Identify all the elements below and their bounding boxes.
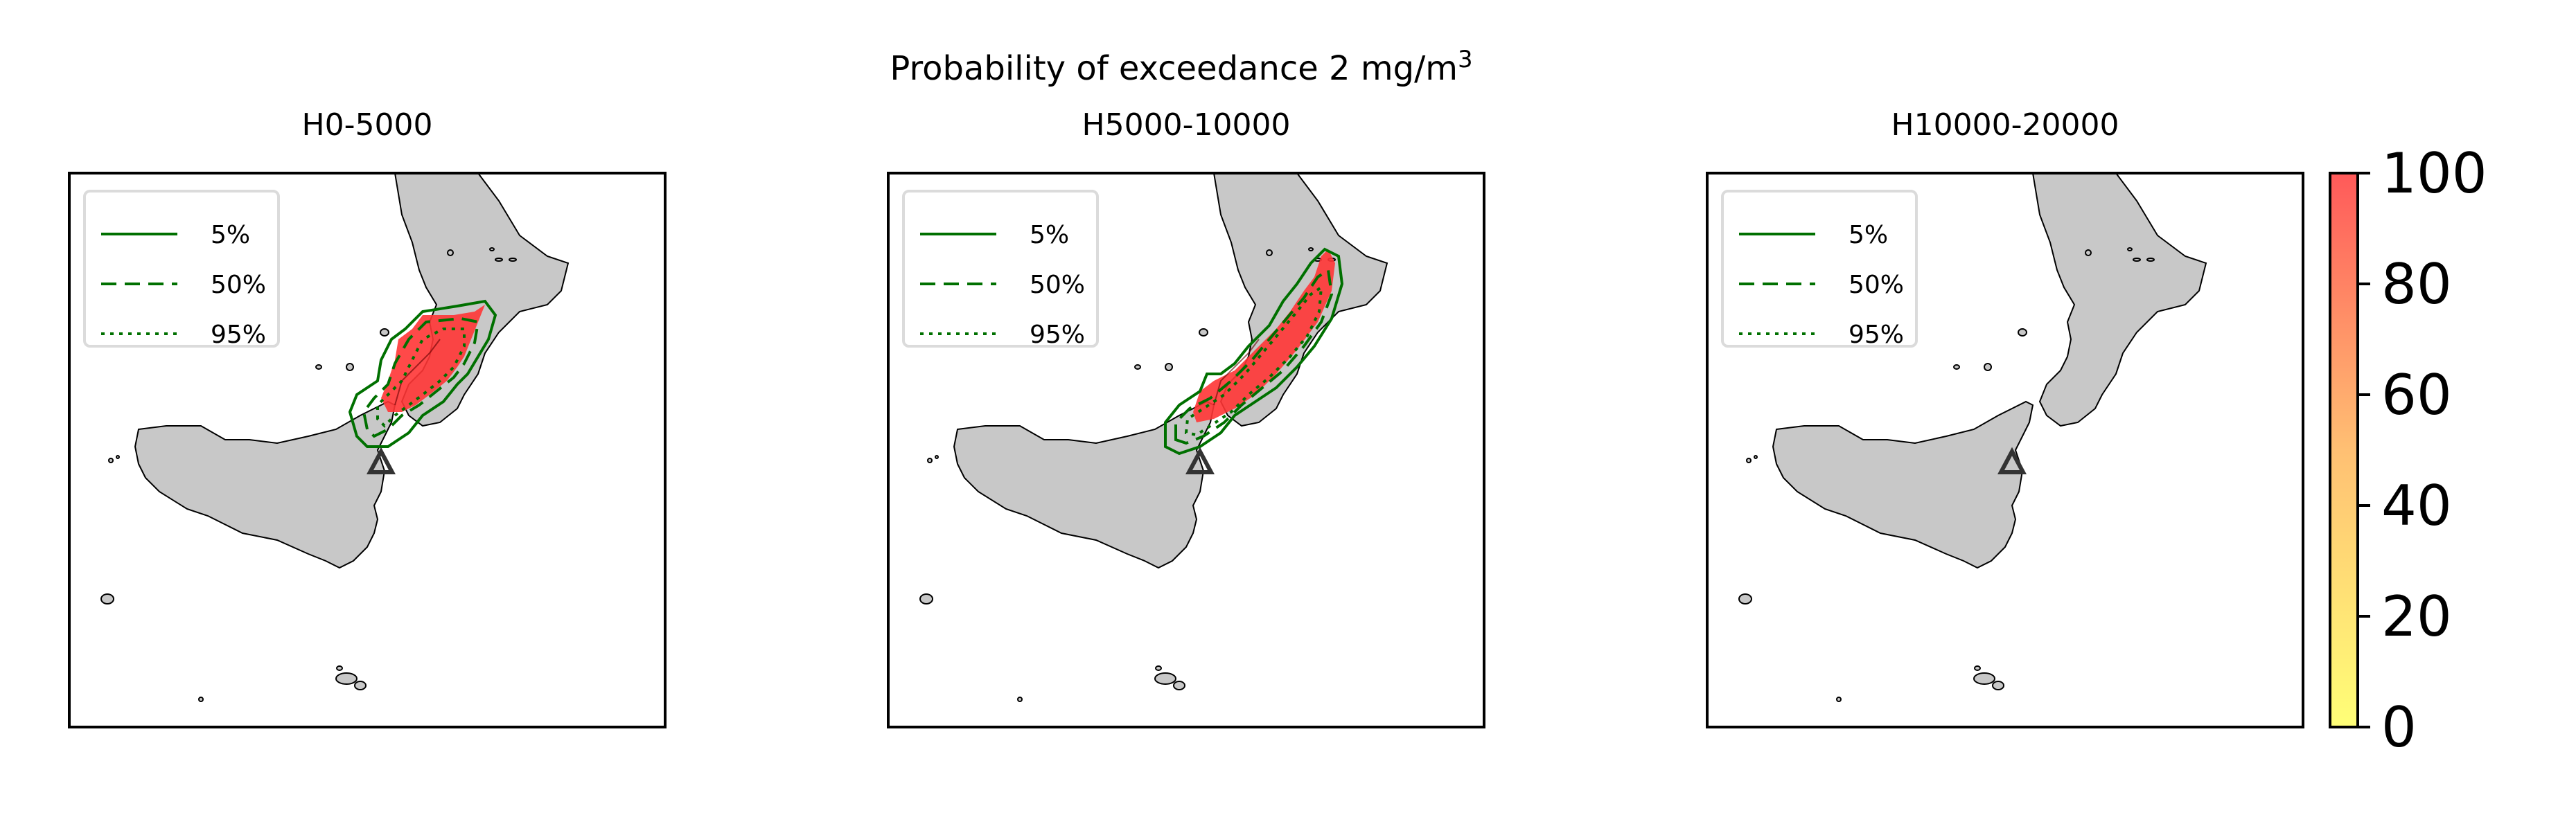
map-panel: H10000-20000 5% 50% 95%	[1706, 107, 2304, 728]
vent-triangle-icon	[1997, 447, 2027, 474]
exceedance-plume	[381, 305, 485, 412]
legend: 5% 50% 95%	[902, 190, 1099, 349]
legend-box	[902, 190, 1099, 348]
panel-frame	[1706, 172, 2304, 728]
map-panel: H0-5000 5% 50% 95%	[68, 107, 667, 728]
panel-subtitle: H5000-10000	[1082, 107, 1291, 143]
legend-label: 5%	[211, 221, 250, 249]
colorbar-tick-label: 100	[2381, 141, 2487, 206]
figure-title-superscript: 3	[1458, 46, 1473, 73]
legend-label: 95%	[211, 321, 266, 349]
contour-95pct	[376, 328, 466, 428]
colorbar-tick-label: 40	[2381, 474, 2452, 538]
panel-subtitle: H0-5000	[302, 107, 433, 143]
legend-label: 95%	[1030, 321, 1085, 349]
figure-title: Probability of exceedance 2 mg/m3	[890, 46, 1472, 88]
legend-label: 5%	[1030, 221, 1069, 249]
land-sicily	[1772, 401, 2034, 568]
contour-5pct	[348, 299, 497, 448]
colorbar-tick-label: 80	[2381, 252, 2452, 316]
vent-triangle-icon	[1185, 447, 1215, 474]
legend-label: 95%	[1849, 321, 1904, 349]
colorbar-ticks: 0 20 40 60 80 100	[2358, 141, 2487, 760]
legend-box	[83, 190, 280, 348]
vent-triangle-icon	[367, 447, 396, 474]
colorbar-tick-label: 20	[2381, 584, 2452, 649]
map-panels: H0-50005%50%95%H5000-100005%50%95%H10000…	[68, 107, 2304, 728]
legend-box	[1721, 190, 1918, 348]
legend-label: 50%	[1030, 271, 1085, 299]
legend-label: 50%	[211, 271, 266, 299]
colorbar-gradient	[2330, 173, 2358, 727]
map-panel: H5000-10000 5% 50% 95%	[887, 107, 1485, 728]
coastline-overlay	[1213, 339, 1260, 406]
legend: 5% 50% 95%	[1721, 190, 1918, 349]
contour-5pct	[1164, 247, 1344, 456]
land-sicily	[134, 401, 396, 568]
exceedance-plume	[1193, 249, 1335, 422]
colorbar: 0 20 40 60 80 100	[2329, 141, 2487, 760]
legend-label: 5%	[1849, 221, 1888, 249]
colorbar-tick-label: 60	[2381, 363, 2452, 427]
panel-subtitle: H10000-20000	[1891, 107, 2119, 143]
colorbar-tick-label: 0	[2381, 695, 2417, 760]
land-calabria	[2032, 173, 2207, 427]
panel-frame	[887, 172, 1485, 728]
legend-label: 50%	[1849, 271, 1904, 299]
coastline-overlay	[394, 339, 441, 406]
colorbar-frame	[2329, 172, 2359, 728]
contour-50pct	[362, 316, 480, 438]
contour-95pct	[1184, 285, 1323, 437]
figure-title-main: Probability of exceedance 2 mg/m	[890, 49, 1458, 88]
panel-frame	[68, 172, 667, 728]
legend: 5% 50% 95%	[83, 190, 280, 349]
